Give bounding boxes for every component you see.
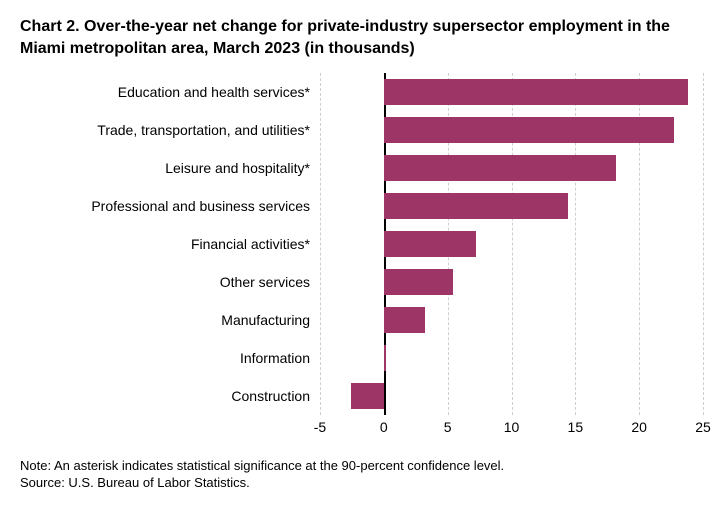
- chart-row: Financial activities*: [20, 225, 703, 263]
- chart-container: Chart 2. Over-the-year net change for pr…: [0, 0, 723, 508]
- bar: [384, 307, 425, 333]
- footnote-source: Source: U.S. Bureau of Labor Statistics.: [20, 474, 504, 492]
- category-label: Trade, transportation, and utilities*: [20, 122, 320, 138]
- x-tick-label: 0: [380, 419, 388, 435]
- category-label: Other services: [20, 274, 320, 290]
- plot-cell: [320, 339, 703, 377]
- footnote-significance: Note: An asterisk indicates statistical …: [20, 457, 504, 475]
- chart-area: Education and health services* Trade, tra…: [20, 73, 703, 415]
- category-label: Education and health services*: [20, 84, 320, 100]
- gridline: [703, 73, 704, 415]
- chart-row: Information: [20, 339, 703, 377]
- bar: [384, 79, 688, 105]
- x-tick-label: -5: [314, 419, 326, 435]
- bar: [351, 383, 384, 409]
- bar: [384, 231, 476, 257]
- chart-row: Trade, transportation, and utilities*: [20, 111, 703, 149]
- category-label: Construction: [20, 388, 320, 404]
- plot-cell: [320, 149, 703, 187]
- plot-cell: [320, 263, 703, 301]
- x-tick-label: 10: [504, 419, 520, 435]
- chart-title: Chart 2. Over-the-year net change for pr…: [20, 16, 703, 59]
- plot-cell: [320, 225, 703, 263]
- category-label: Manufacturing: [20, 312, 320, 328]
- x-tick-label: 5: [444, 419, 452, 435]
- plot-cell: [320, 301, 703, 339]
- chart-row: Other services: [20, 263, 703, 301]
- plot-cell: [320, 73, 703, 111]
- plot-cell: [320, 187, 703, 225]
- x-tick-label: 25: [695, 419, 711, 435]
- plot-cell: [320, 111, 703, 149]
- category-label: Leisure and hospitality*: [20, 160, 320, 176]
- plot-cell: [320, 377, 703, 415]
- category-label: Professional and business services: [20, 198, 320, 214]
- bar: [384, 155, 616, 181]
- bar: [384, 269, 453, 295]
- x-axis: -50510152025: [320, 415, 703, 437]
- chart-row: Education and health services*: [20, 73, 703, 111]
- x-tick-label: 20: [631, 419, 647, 435]
- chart-row: Manufacturing: [20, 301, 703, 339]
- category-label: Information: [20, 350, 320, 366]
- category-label: Financial activities*: [20, 236, 320, 252]
- bar: [384, 117, 674, 143]
- chart-row: Professional and business services: [20, 187, 703, 225]
- footnotes: Note: An asterisk indicates statistical …: [20, 457, 504, 492]
- chart-row: Leisure and hospitality*: [20, 149, 703, 187]
- bar: [384, 345, 387, 371]
- x-tick-label: 15: [568, 419, 584, 435]
- bar: [384, 193, 568, 219]
- chart-row: Construction: [20, 377, 703, 415]
